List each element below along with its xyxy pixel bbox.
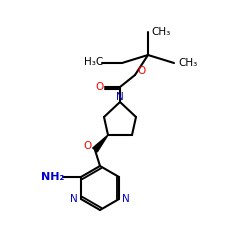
Text: H₃C: H₃C [84, 57, 104, 67]
Text: CH₃: CH₃ [178, 58, 198, 68]
Text: N: N [70, 194, 78, 204]
Text: O: O [137, 66, 145, 76]
Text: NH₂: NH₂ [41, 172, 65, 182]
Text: O: O [84, 141, 92, 151]
Polygon shape [93, 135, 108, 152]
Text: N: N [116, 92, 124, 102]
Text: O: O [95, 82, 103, 92]
Text: N: N [122, 194, 130, 204]
Text: CH₃: CH₃ [152, 27, 171, 37]
